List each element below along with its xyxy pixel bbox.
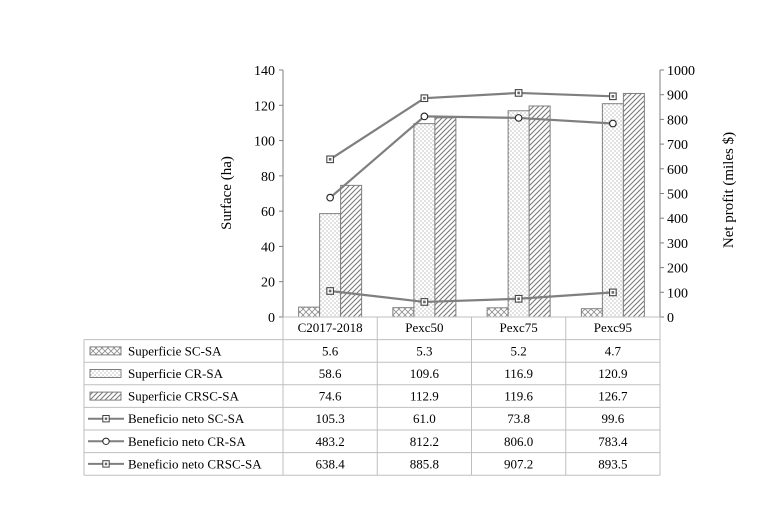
line-marker-circle [420, 112, 429, 121]
table-cell: 5.2 [511, 343, 527, 358]
category-label: C2017-2018 [298, 320, 363, 335]
left-axis-title: Surface (ha) [219, 156, 235, 230]
line-marker-square-center [611, 95, 615, 98]
line-marker-square-center [423, 300, 426, 304]
table-row-label: Superficie SC-SA [128, 343, 222, 358]
legend-key-marker-square-center [104, 462, 108, 466]
line-marker-square-center [517, 91, 520, 95]
bar-layer [298, 92, 645, 318]
right-tick-label: 500 [667, 188, 688, 203]
bar-crosshatch [392, 307, 415, 318]
right-tick-label: 400 [667, 212, 688, 227]
left-tick-label: 80 [261, 170, 275, 185]
data-table: C2017-2018 Pexc50 Pexc75 Pexc95 Superficie S… [83, 316, 661, 476]
series-line [329, 115, 613, 199]
line-marker-circle [326, 193, 334, 202]
left-tick-label: 120 [254, 99, 275, 114]
bar-diagonal [528, 105, 551, 318]
line-marker-square-center [611, 291, 615, 294]
bar-crosshatch [486, 307, 509, 318]
table-row-label: Superficie CRSC-SA [128, 389, 239, 404]
table-cell: 885.8 [410, 456, 439, 471]
table-cell: 119.6 [504, 389, 533, 404]
table-cell: 5.6 [322, 343, 339, 358]
right-tick-label: 600 [667, 163, 688, 178]
line-marker-square-center [517, 297, 520, 301]
table-cell: 638.4 [316, 456, 346, 471]
legend-key-crosshatch [89, 346, 122, 356]
right-tick-label: 900 [667, 89, 688, 104]
table-cell: 112.9 [410, 389, 439, 404]
table-cell: 120.9 [598, 366, 627, 381]
table-cell: 73.8 [507, 411, 530, 426]
left-tick-label: 20 [261, 276, 275, 291]
left-tick-label: 40 [261, 240, 275, 255]
table-cell: 5.3 [416, 343, 432, 358]
table-cell: 4.7 [605, 343, 622, 358]
table-row-label: Beneficio neto CRSC-SA [128, 456, 262, 471]
category-label: Pexc95 [594, 320, 632, 335]
left-y-axis: 0 20 40 60 80 100 120 140 [254, 64, 284, 326]
table-cell: 783.4 [598, 434, 628, 449]
line-marker-square-center [423, 96, 426, 100]
category-label: Pexc50 [405, 320, 443, 335]
table-cell: 812.2 [410, 434, 439, 449]
table-cell: 116.9 [504, 366, 533, 381]
legend-key-marker-circle [102, 437, 110, 445]
table-cell: 126.7 [598, 389, 628, 404]
table-cell: 109.6 [410, 366, 440, 381]
table-cell: 105.3 [316, 411, 345, 426]
bar-diagonal [434, 117, 457, 318]
right-tick-label: 200 [667, 262, 688, 277]
bar-dots [507, 110, 530, 318]
right-tick-label: 0 [667, 311, 674, 326]
table-row-label: Superficie CR-SA [128, 366, 224, 381]
right-y-axis: 0 100 200 300 400 500 600 700 800 900 1000 [659, 64, 695, 326]
line-marker-circle [514, 114, 523, 122]
line-marker-square-center [328, 158, 332, 161]
right-tick-label: 300 [667, 237, 688, 252]
right-axis-title: Net profit (miles $) [721, 132, 737, 248]
bar-diagonal [622, 92, 645, 318]
right-tick-label: 1000 [667, 64, 695, 79]
bar-dots [413, 123, 436, 318]
legend-key-dots [89, 369, 122, 378]
table-cell: 806.0 [504, 434, 533, 449]
category-label: Pexc75 [499, 320, 537, 335]
line-marker-circle [609, 119, 617, 128]
table-cell: 99.6 [602, 411, 625, 426]
right-tick-label: 700 [667, 138, 688, 153]
table-cell: 893.5 [598, 456, 627, 471]
legend-key-marker-square-center [104, 417, 108, 420]
table-row-label: Beneficio neto CR-SA [128, 434, 246, 449]
table-cell: 74.6 [319, 389, 342, 404]
table-row-label: Beneficio neto SC-SA [128, 411, 245, 426]
right-tick-label: 800 [667, 113, 688, 128]
series-line [329, 91, 613, 161]
series-line [329, 289, 613, 304]
left-tick-label: 100 [254, 135, 275, 150]
table-cell: 58.6 [319, 366, 342, 381]
left-tick-label: 140 [254, 64, 275, 79]
line-marker-square-center [328, 289, 332, 293]
table-cell: 907.2 [504, 456, 533, 471]
left-tick-label: 60 [261, 205, 275, 220]
bar-dots [601, 103, 624, 318]
table-cell: 61.0 [413, 411, 436, 426]
table-cell: 483.2 [316, 434, 345, 449]
legend-key-diagonal [89, 391, 122, 401]
left-tick-label: 0 [268, 311, 275, 326]
bar-crosshatch [580, 308, 603, 318]
line-layer [326, 89, 617, 306]
bar-dots [319, 213, 342, 318]
right-tick-label: 100 [667, 286, 688, 301]
bar-diagonal [340, 184, 363, 318]
bar-crosshatch [298, 306, 321, 318]
